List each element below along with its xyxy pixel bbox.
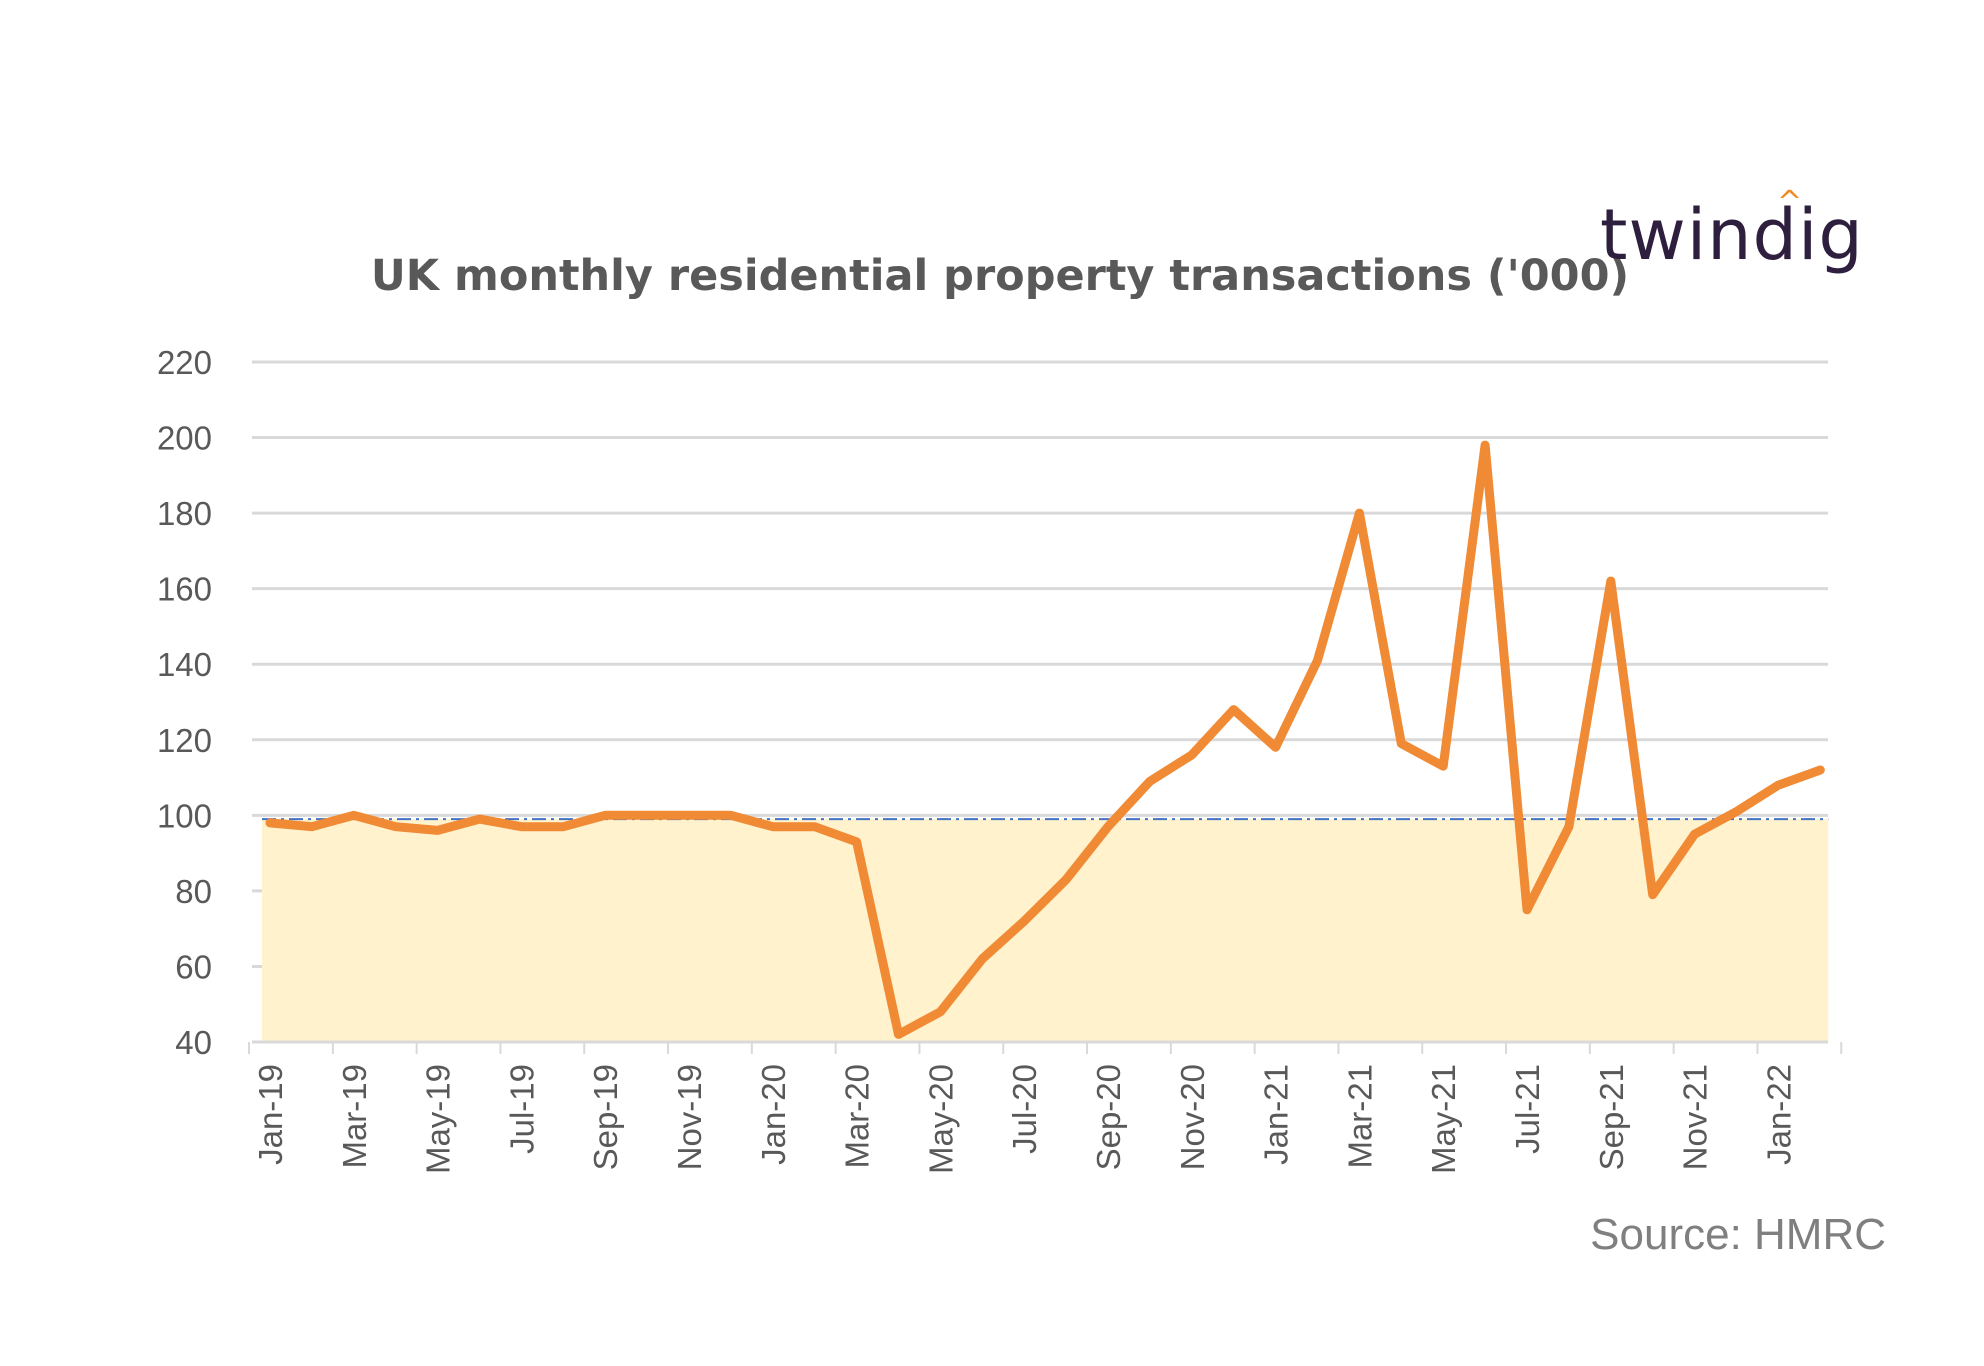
logo-text: twindig (1600, 194, 1864, 276)
data-point (688, 814, 690, 816)
x-tick-label: Mar-20 (839, 1064, 876, 1169)
data-point (1526, 909, 1528, 911)
data-point (1065, 879, 1067, 881)
reference-band (262, 818, 1829, 1042)
data-point (1568, 826, 1570, 828)
data-point (981, 958, 983, 960)
data-point (1107, 826, 1109, 828)
x-tick-label: May-19 (420, 1064, 457, 1174)
data-point (562, 826, 564, 828)
data-point (1149, 780, 1151, 782)
data-point (1694, 833, 1696, 835)
x-tick-label: Jul-19 (503, 1064, 540, 1154)
series-line (265, 440, 1825, 1039)
data-point (1317, 659, 1318, 661)
data-point (1610, 580, 1612, 582)
data-point (1777, 784, 1779, 786)
x-tick-label: Sep-20 (1090, 1064, 1127, 1170)
y-tick-label: 80 (175, 873, 212, 910)
x-tick-labels: Jan-19 Mar-19 May-19 Jul-19 Sep-19 Nov-19 Jan-… (252, 1064, 1797, 1174)
x-tick-label: Sep-19 (587, 1064, 624, 1170)
data-point (898, 1033, 899, 1035)
data-point (311, 826, 313, 828)
y-tick-label: 40 (175, 1024, 212, 1061)
data-point (1442, 765, 1444, 767)
data-point (1275, 746, 1277, 748)
x-tick-label: Jul-21 (1509, 1064, 1546, 1154)
y-tick-label: 220 (157, 344, 212, 381)
data-point (1819, 769, 1821, 771)
data-point (269, 822, 271, 824)
data-point (437, 829, 439, 831)
x-tick-label: Nov-21 (1677, 1064, 1714, 1170)
data-point (730, 814, 732, 816)
x-tick-label: May-21 (1425, 1064, 1462, 1174)
data-point (1400, 743, 1402, 745)
data-point (1484, 444, 1486, 446)
y-axis: 40 60 80 100 120 140 160 180 200 220 (157, 344, 212, 1061)
data-point (1652, 894, 1654, 896)
data-point (520, 826, 522, 828)
twindig-logo: twindig ^ (1600, 188, 1864, 271)
x-tick-label: Jan-21 (1258, 1064, 1295, 1165)
data-point (772, 826, 774, 828)
y-tick-label: 200 (157, 420, 212, 457)
y-tick-label: 180 (157, 495, 212, 532)
data-point (1023, 920, 1025, 922)
data-point (395, 826, 397, 828)
x-tick-label: Mar-21 (1341, 1064, 1378, 1169)
chart-title: UK monthly residential property transact… (371, 251, 1629, 301)
data-point (1736, 811, 1737, 813)
x-tick-label: Mar-19 (336, 1064, 373, 1169)
x-tick-label: Jan-22 (1760, 1064, 1797, 1165)
data-point (604, 814, 606, 816)
x-tick-label: Nov-20 (1174, 1064, 1211, 1170)
x-tick-label: Sep-21 (1593, 1064, 1630, 1170)
y-tick-label: 160 (157, 571, 212, 608)
data-point (814, 826, 816, 828)
y-tick-label: 60 (175, 948, 212, 985)
x-tick-label: Jan-19 (252, 1064, 289, 1165)
x-tick-label: Jul-20 (1006, 1064, 1043, 1154)
data-point (1233, 709, 1235, 711)
x-axis (248, 1040, 1843, 1054)
y-tick-label: 100 (157, 797, 212, 834)
y-tick-label: 140 (157, 646, 212, 683)
x-tick-label: Jan-20 (755, 1064, 792, 1165)
reference-band-fill (262, 819, 1829, 1042)
x-tick-label: May-20 (922, 1064, 959, 1174)
data-point (856, 841, 858, 843)
data-point (1191, 754, 1193, 756)
data-point (939, 1011, 941, 1013)
data-point (353, 814, 355, 816)
data-point (646, 814, 648, 816)
series-line-layer (265, 440, 1825, 1039)
x-tick-label: Nov-19 (671, 1064, 708, 1170)
data-point (1358, 512, 1360, 514)
y-tick-label: 120 (157, 722, 212, 759)
source-note: Source: HMRC (1590, 1210, 1886, 1259)
data-point (479, 818, 480, 820)
logo-accent-icon: ^ (1777, 185, 1804, 220)
